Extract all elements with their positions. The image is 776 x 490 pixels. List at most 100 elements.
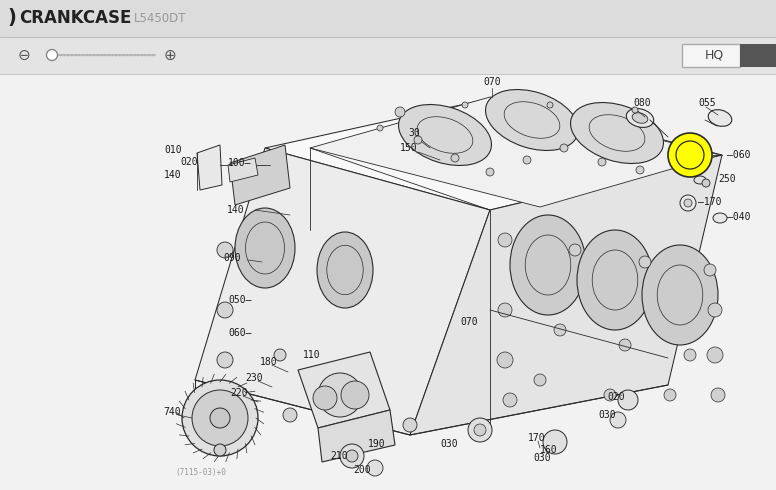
Circle shape (497, 352, 513, 368)
Text: 190: 190 (368, 439, 386, 449)
Ellipse shape (708, 110, 732, 126)
Circle shape (217, 352, 233, 368)
Circle shape (534, 374, 546, 386)
Text: 170: 170 (528, 433, 546, 443)
Text: 210: 210 (330, 451, 348, 461)
Circle shape (680, 195, 696, 211)
Polygon shape (265, 97, 722, 210)
Ellipse shape (510, 215, 586, 315)
Text: 150: 150 (400, 143, 417, 153)
Polygon shape (197, 145, 222, 190)
Ellipse shape (713, 213, 727, 223)
Text: 230: 230 (245, 373, 262, 383)
Circle shape (468, 418, 492, 442)
Circle shape (598, 158, 606, 166)
Text: 010: 010 (164, 145, 182, 155)
Circle shape (543, 430, 567, 454)
Circle shape (217, 302, 233, 318)
Polygon shape (310, 97, 720, 207)
Text: 110: 110 (303, 350, 320, 360)
Circle shape (217, 242, 233, 258)
Circle shape (210, 408, 230, 428)
Ellipse shape (632, 113, 648, 123)
Ellipse shape (694, 176, 706, 184)
Ellipse shape (626, 109, 653, 127)
Circle shape (547, 102, 553, 108)
Circle shape (702, 179, 710, 187)
Circle shape (560, 144, 568, 152)
Circle shape (707, 347, 723, 363)
Ellipse shape (486, 90, 578, 150)
Text: 030: 030 (533, 453, 551, 463)
Polygon shape (230, 145, 290, 205)
Circle shape (708, 303, 722, 317)
Circle shape (632, 107, 638, 113)
Ellipse shape (235, 208, 295, 288)
Text: 200: 200 (353, 465, 371, 475)
Circle shape (673, 160, 683, 170)
Circle shape (639, 256, 651, 268)
Text: 740: 740 (163, 407, 181, 417)
Circle shape (451, 154, 459, 162)
Circle shape (341, 381, 369, 409)
Bar (682, 44, 740, 67)
Text: 140: 140 (227, 205, 244, 215)
Text: 030: 030 (598, 410, 615, 420)
Circle shape (47, 49, 57, 60)
Circle shape (523, 156, 531, 164)
Circle shape (214, 444, 226, 456)
Text: HQ: HQ (705, 49, 723, 62)
Circle shape (636, 166, 644, 174)
Polygon shape (298, 352, 390, 428)
Polygon shape (410, 155, 722, 435)
Circle shape (192, 390, 248, 446)
Ellipse shape (577, 230, 653, 330)
Text: 140: 140 (164, 170, 182, 180)
Circle shape (554, 324, 566, 336)
Text: 070: 070 (483, 77, 501, 87)
Ellipse shape (642, 245, 718, 345)
Polygon shape (195, 148, 490, 435)
Bar (0, 37, 776, 74)
Text: 180: 180 (260, 357, 278, 367)
Text: 100—: 100— (228, 158, 251, 168)
Circle shape (486, 168, 494, 176)
Text: 060—: 060— (228, 328, 251, 338)
Text: 055: 055 (698, 98, 715, 108)
Circle shape (340, 444, 364, 468)
Circle shape (604, 389, 616, 401)
Text: ⊖: ⊖ (18, 48, 30, 63)
Text: ⊕: ⊕ (164, 48, 176, 63)
Ellipse shape (399, 104, 491, 166)
Circle shape (690, 147, 700, 157)
Circle shape (704, 264, 716, 276)
Circle shape (569, 244, 581, 256)
Text: 160: 160 (540, 445, 558, 455)
Circle shape (367, 460, 383, 476)
Polygon shape (318, 410, 395, 462)
Text: —040: —040 (727, 212, 750, 222)
Circle shape (403, 418, 417, 432)
Ellipse shape (317, 232, 373, 308)
Circle shape (618, 390, 638, 410)
Text: —060: —060 (727, 150, 750, 160)
Bar (0, 74, 776, 490)
Circle shape (462, 102, 468, 108)
Text: 30: 30 (408, 128, 420, 138)
Circle shape (346, 450, 358, 462)
Circle shape (619, 339, 631, 351)
Bar (0, 0, 776, 37)
Circle shape (498, 303, 512, 317)
Circle shape (498, 233, 512, 247)
Circle shape (711, 388, 725, 402)
Text: L5450DT: L5450DT (134, 11, 186, 24)
Circle shape (474, 424, 486, 436)
Text: 020: 020 (607, 392, 625, 402)
Circle shape (283, 408, 297, 422)
Circle shape (364, 384, 376, 396)
Text: 050—: 050— (228, 295, 251, 305)
Circle shape (377, 125, 383, 131)
Circle shape (684, 199, 692, 207)
Circle shape (503, 393, 517, 407)
Circle shape (668, 133, 712, 177)
